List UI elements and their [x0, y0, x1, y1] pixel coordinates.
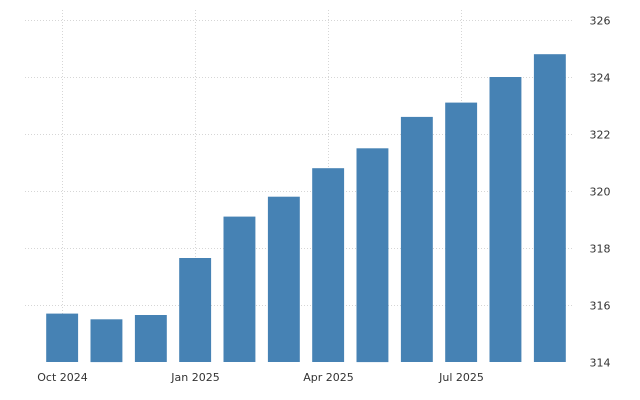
bar: [533, 54, 566, 362]
bar: [223, 216, 256, 362]
x-axis-ticks: Oct 2024 Jan 2025 Apr 2025 Jul 2025: [37, 371, 484, 384]
y-tick-label: 318: [590, 243, 611, 256]
y-tick-label: 320: [590, 186, 611, 199]
y-tick-label: 314: [590, 357, 611, 370]
bar: [489, 77, 522, 362]
x-tick-label: Jan 2025: [170, 371, 219, 384]
bar-series: [46, 54, 566, 363]
y-tick-label: 324: [590, 72, 611, 85]
x-tick-label: Apr 2025: [303, 371, 354, 384]
bar: [46, 313, 79, 362]
bar: [90, 319, 123, 363]
bar: [312, 168, 345, 362]
bar: [134, 315, 167, 362]
y-axis-ticks: 314 316 318 320 322 324 326: [590, 15, 611, 370]
bar: [445, 102, 478, 362]
bar: [356, 148, 389, 363]
x-tick-label: Jul 2025: [438, 371, 484, 384]
y-tick-label: 316: [590, 300, 611, 313]
bar: [400, 116, 433, 363]
bar: [267, 196, 300, 362]
x-tick-label: Oct 2024: [37, 371, 88, 384]
y-tick-label: 322: [590, 129, 611, 142]
y-tick-label: 326: [590, 15, 611, 28]
bar: [179, 258, 212, 362]
